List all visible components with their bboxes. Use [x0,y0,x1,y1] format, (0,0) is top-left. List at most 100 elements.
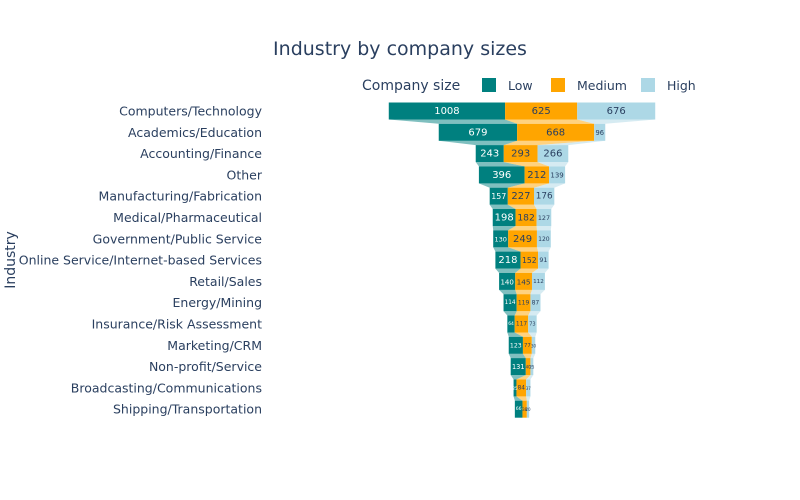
bar-low-academics-education[interactable] [438,123,518,141]
y-axis-title: Industry [3,231,19,289]
connector-medium-1 [505,119,595,124]
bar-low-medical-pharmaceutical[interactable] [492,209,516,226]
bar-high-academics-education[interactable] [594,123,606,141]
bar-medium-other[interactable] [524,166,550,184]
connector-high-14 [526,396,531,401]
connector-low-12 [508,353,526,359]
bar-medium-non-profit-service[interactable] [525,358,531,376]
bar-low-retail-sales[interactable] [499,272,516,290]
connector-medium-5 [507,204,537,209]
value-label-medium-marketing-crm: 77 [524,343,531,349]
category-label-government-public-service: Government/Public Service [93,231,263,246]
connector-medium-14 [516,396,527,401]
legend-label-medium[interactable]: Medium [577,78,627,93]
connector-medium-2 [503,140,595,146]
value-label-high-government-public-service: 120 [538,236,550,243]
connector-high-9 [530,289,545,295]
category-label-manufacturing-fabrication: Manufacturing/Fabrication [99,189,262,204]
connector-low-14 [513,396,523,401]
bar-high-medical-pharmaceutical[interactable] [536,209,552,226]
value-label-high-non-profit-service: 25 [529,365,535,370]
bar-high-insurance-risk-assessment[interactable] [528,315,537,333]
bar-low-government-public-service[interactable] [493,230,509,248]
value-label-medium-other: 212 [527,170,546,181]
value-label-low-shipping-transportation: 66 [516,406,522,412]
value-label-high-medical-pharmaceutical: 127 [538,214,550,222]
bar-medium-insurance-risk-assessment[interactable] [514,315,529,333]
legend-swatch-low[interactable] [482,78,496,92]
bar-low-accounting-finance[interactable] [475,145,504,163]
bar-low-insurance-risk-assessment[interactable] [507,315,515,333]
bar-medium-accounting-finance[interactable] [503,145,538,163]
connector-high-8 [531,268,549,273]
bar-high-online-service-internet-based-services[interactable] [538,251,549,269]
bar-high-manufacturing-fabrication[interactable] [534,187,555,205]
category-label-marketing-crm: Marketing/CRM [167,338,262,353]
bar-low-energy-mining[interactable] [503,294,517,312]
bar-medium-broadcasting-communications[interactable] [516,379,527,397]
value-label-high-online-service-internet-based-services: 91 [539,257,547,264]
bar-high-shipping-transportation[interactable] [526,400,530,418]
bar-low-non-profit-service[interactable] [510,358,526,376]
value-label-high-other: 139 [550,171,563,179]
connector-low-2 [438,140,518,146]
bar-high-non-profit-service[interactable] [530,358,534,376]
value-label-low-computers-technology: 1008 [434,106,459,117]
value-label-medium-academics-education: 668 [546,127,565,138]
value-label-low-other: 396 [492,170,511,181]
bar-low-marketing-crm[interactable] [508,336,523,354]
connector-low-7 [493,247,521,252]
bar-medium-government-public-service[interactable] [508,230,537,248]
bar-high-retail-sales[interactable] [531,272,545,290]
bar-medium-manufacturing-fabrication[interactable] [507,187,535,205]
bar-low-shipping-transportation[interactable] [514,400,523,418]
category-label-academics-education: Academics/Education [128,125,262,140]
value-label-high-manufacturing-fabrication: 176 [536,192,553,202]
value-label-medium-government-public-service: 249 [513,234,532,245]
bar-low-other[interactable] [478,166,525,184]
value-label-low-online-service-internet-based-services: 218 [498,255,517,266]
bar-high-accounting-finance[interactable] [537,145,569,163]
value-label-low-insurance-risk-assessment: 64 [508,321,514,327]
bar-high-marketing-crm[interactable] [531,336,536,354]
value-label-low-broadcasting-communications: 25 [512,386,518,391]
funnel-bar-labels: 1008 679 243 396 157 198 130 218 140 114 64 123 131 2… [434,106,626,412]
bar-low-broadcasting-communications[interactable] [513,379,517,397]
bar-high-energy-mining[interactable] [530,294,541,312]
connector-low-13 [510,375,526,380]
bar-medium-shipping-transportation[interactable] [522,400,527,418]
value-label-low-retail-sales: 140 [500,277,514,286]
connector-medium-13 [516,375,531,380]
bar-medium-energy-mining[interactable] [516,294,531,312]
connector-medium-11 [514,332,532,337]
bar-medium-retail-sales[interactable] [515,272,532,290]
bar-high-computers-technology[interactable] [577,102,656,120]
value-label-medium-energy-mining: 119 [518,300,530,307]
bar-medium-academics-education[interactable] [517,123,595,141]
bar-medium-online-service-internet-based-services[interactable] [520,251,539,269]
connector-medium-10 [514,311,531,316]
connector-high-6 [536,226,552,231]
bar-medium-medical-pharmaceutical[interactable] [515,209,537,226]
value-label-medium-computers-technology: 625 [532,106,551,117]
bar-low-manufacturing-fabrication[interactable] [489,187,508,205]
category-label-broadcasting-communications: Broadcasting/Communications [71,380,262,395]
bar-medium-marketing-crm[interactable] [522,336,532,354]
value-label-high-academics-education: 96 [595,129,603,137]
bar-medium-computers-technology[interactable] [505,102,578,120]
legend-label-high[interactable]: High [667,78,696,93]
bar-high-other[interactable] [549,166,566,184]
connector-high-2 [537,140,606,146]
legend-swatch-high[interactable] [641,78,655,92]
value-label-medium-insurance-risk-assessment: 117 [516,322,527,328]
legend-label-low[interactable]: Low [508,78,533,93]
bar-low-computers-technology[interactable] [388,102,506,120]
bar-low-online-service-internet-based-services[interactable] [495,251,521,269]
value-label-low-energy-mining: 114 [505,300,516,306]
legend-swatch-medium[interactable] [551,78,565,92]
bar-high-government-public-service[interactable] [536,230,551,248]
connector-medium-7 [508,247,539,252]
bar-high-broadcasting-communications[interactable] [526,379,531,397]
